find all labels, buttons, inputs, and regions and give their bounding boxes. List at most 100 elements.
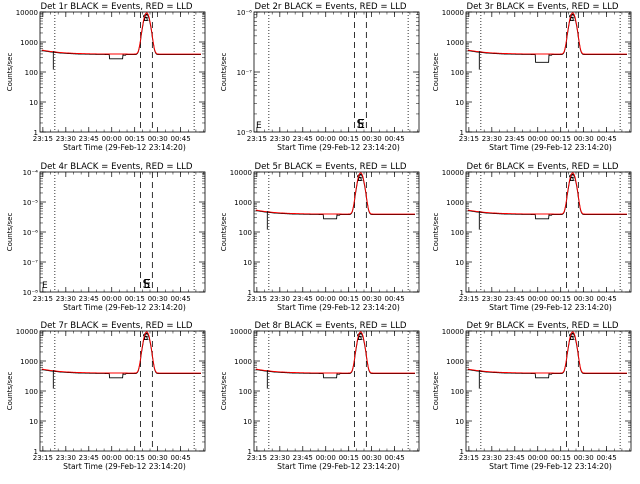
flare-end-label: E bbox=[357, 117, 365, 131]
panel-det-5: Det 5r BLACK = Events, RED = LLD 1 10 100 10… bbox=[220, 162, 420, 312]
x-tick-label: 23:45 bbox=[505, 454, 525, 462]
axes-frame bbox=[465, 171, 632, 293]
y-tick-label: 10 bbox=[243, 259, 252, 267]
axes-frame bbox=[253, 11, 420, 133]
y-tick-label: 10⁻⁶ bbox=[23, 229, 39, 237]
y-axis-label: Counts/sec bbox=[6, 53, 14, 92]
lld-series-line bbox=[255, 172, 415, 215]
y-tick-label: 10000 bbox=[442, 328, 464, 336]
panel-det-1: Det 1r BLACK = Events, RED = LLD 1 10 100 10… bbox=[6, 2, 206, 152]
flare-start-label: S bbox=[143, 333, 149, 343]
x-axis-label: Start Time (29-Feb-12 23:14:20) bbox=[489, 303, 612, 312]
panel-title: Det 1r BLACK = Events, RED = LLD bbox=[40, 2, 192, 12]
flare-end-label: E bbox=[143, 333, 149, 343]
y-tick-label: 100 bbox=[239, 388, 252, 396]
y-axis-label: Counts/sec bbox=[432, 213, 440, 252]
x-tick-label: 00:45 bbox=[597, 295, 617, 303]
panel-title: Det 7r BLACK = Events, RED = LLD bbox=[40, 321, 192, 331]
y-tick-label: 1000 bbox=[446, 199, 464, 207]
panel-title: Det 5r BLACK = Events, RED = LLD bbox=[254, 162, 406, 172]
y-tick-label: 1000 bbox=[446, 358, 464, 366]
axes-frame bbox=[465, 330, 632, 452]
x-tick-label: 23:15 bbox=[459, 135, 479, 143]
events-series-line bbox=[255, 173, 415, 220]
flare-end-label: E bbox=[357, 174, 363, 184]
flare-end-label: E bbox=[143, 14, 149, 24]
panel-title: Det 4r BLACK = Events, RED = LLD bbox=[40, 162, 192, 172]
x-tick-label: 00:30 bbox=[148, 454, 168, 462]
flare-start-label: S bbox=[357, 333, 363, 343]
panel-det-2: Det 2r BLACK = Events, RED = LLD 10⁻⁸ 10⁻⁷… bbox=[220, 2, 420, 152]
x-tick-label: 00:00 bbox=[528, 454, 548, 462]
y-tick-label: 1000 bbox=[20, 358, 38, 366]
panel-title: Det 3r BLACK = Events, RED = LLD bbox=[466, 2, 618, 12]
panel-det-6: Det 6r BLACK = Events, RED = LLD 1 10 100 10… bbox=[432, 162, 632, 312]
y-tick-label: 100 bbox=[239, 229, 252, 237]
y-tick-label: 1000 bbox=[234, 358, 252, 366]
lld-series-line bbox=[467, 331, 627, 374]
x-axis-label: Start Time (29-Feb-12 23:14:20) bbox=[277, 303, 400, 312]
flare-start-label: S bbox=[357, 117, 365, 131]
x-tick-label: 23:15 bbox=[247, 454, 267, 462]
y-axis-label: Counts/sec bbox=[6, 213, 14, 252]
x-tick-label: 23:30 bbox=[56, 135, 76, 143]
x-tick-label: 23:45 bbox=[505, 135, 525, 143]
x-tick-label: 23:45 bbox=[293, 295, 313, 303]
x-tick-label: 00:30 bbox=[574, 135, 594, 143]
x-tick-label: 00:30 bbox=[148, 135, 168, 143]
y-axis-label: Counts/sec bbox=[432, 372, 440, 411]
lld-series-line bbox=[467, 172, 627, 215]
flare-end-label: E bbox=[569, 333, 575, 343]
y-tick-label: 100 bbox=[25, 69, 38, 77]
x-tick-label: 23:15 bbox=[459, 295, 479, 303]
x-tick-label: 00:00 bbox=[316, 135, 336, 143]
y-tick-label: 100 bbox=[451, 229, 464, 237]
y-tick-label: 100 bbox=[25, 388, 38, 396]
y-tick-label: 1 bbox=[460, 448, 464, 456]
x-tick-label: 00:15 bbox=[551, 135, 571, 143]
y-tick-label: 10000 bbox=[16, 328, 38, 336]
x-tick-label: 00:30 bbox=[148, 295, 168, 303]
y-tick-label: 10⁻⁵ bbox=[23, 199, 39, 207]
x-tick-label: 23:15 bbox=[33, 295, 53, 303]
x-tick-label: 23:15 bbox=[33, 454, 53, 462]
axes-frame bbox=[39, 330, 206, 452]
y-tick-label: 100 bbox=[451, 69, 464, 77]
y-tick-label: 10 bbox=[455, 418, 464, 426]
flare-start-label: S bbox=[569, 174, 575, 184]
y-axis-label: Counts/sec bbox=[220, 372, 228, 411]
y-tick-label: 1000 bbox=[20, 39, 38, 47]
y-tick-label: 10⁻⁸ bbox=[23, 289, 39, 297]
flare-start-label: S bbox=[143, 277, 151, 291]
corner-mark-label: E bbox=[256, 121, 262, 131]
y-tick-label: 10 bbox=[29, 418, 38, 426]
y-tick-label: 1000 bbox=[446, 39, 464, 47]
y-tick-label: 10000 bbox=[442, 169, 464, 177]
x-tick-label: 23:15 bbox=[459, 454, 479, 462]
flare-end-label: E bbox=[357, 333, 363, 343]
lld-series-line bbox=[41, 331, 201, 374]
y-tick-label: 1 bbox=[34, 448, 38, 456]
x-tick-label: 00:45 bbox=[171, 135, 191, 143]
lld-series-line bbox=[41, 12, 201, 55]
lld-series-line bbox=[467, 12, 627, 55]
events-series-line bbox=[467, 173, 627, 220]
y-tick-label: 1 bbox=[460, 129, 464, 137]
events-series-line bbox=[467, 13, 627, 63]
corner-mark-label: E bbox=[42, 281, 48, 291]
y-tick-label: 10000 bbox=[16, 9, 38, 17]
x-tick-label: 00:15 bbox=[125, 135, 145, 143]
x-tick-label: 00:45 bbox=[597, 454, 617, 462]
axes-frame bbox=[253, 171, 420, 293]
x-axis-label: Start Time (29-Feb-12 23:14:20) bbox=[489, 143, 612, 152]
panel-det-9: Det 9r BLACK = Events, RED = LLD 1 10 100 10… bbox=[432, 321, 632, 471]
events-series-line bbox=[41, 13, 201, 60]
x-tick-label: 23:45 bbox=[293, 454, 313, 462]
x-tick-label: 00:00 bbox=[316, 295, 336, 303]
x-tick-label: 00:45 bbox=[385, 295, 405, 303]
x-tick-label: 00:45 bbox=[597, 135, 617, 143]
x-tick-label: 23:45 bbox=[505, 295, 525, 303]
x-tick-label: 00:00 bbox=[102, 135, 122, 143]
